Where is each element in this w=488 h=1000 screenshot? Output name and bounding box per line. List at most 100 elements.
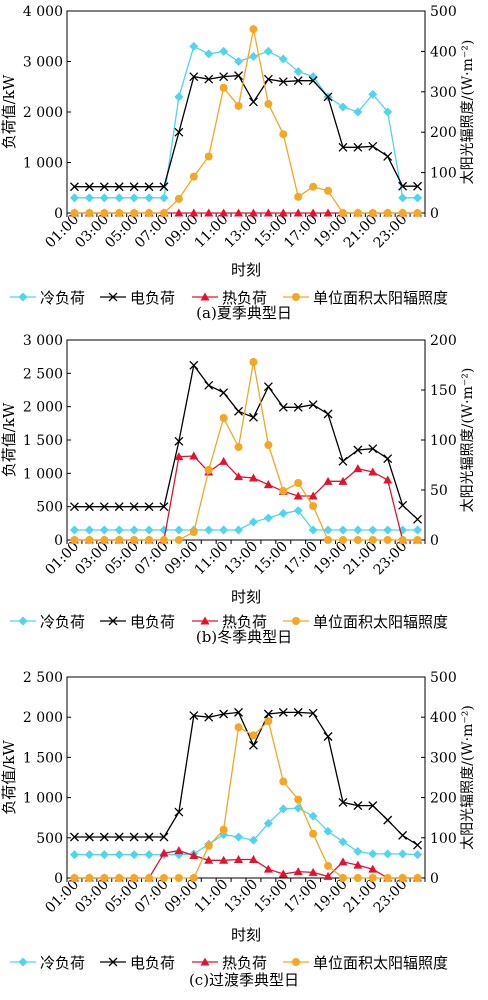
data-point — [248, 412, 258, 422]
data-point — [398, 209, 407, 217]
data-point — [309, 502, 318, 510]
data-point — [204, 49, 214, 59]
series-line — [74, 509, 418, 531]
data-point — [234, 855, 244, 864]
data-point — [219, 456, 229, 465]
data-point — [323, 826, 333, 836]
data-point — [69, 832, 79, 842]
legend-label: 单位面积太阳辐照度 — [313, 613, 448, 631]
data-point — [278, 402, 288, 412]
left-tick-label: 1 000 — [23, 791, 63, 807]
data-point — [234, 723, 243, 732]
chart-panel-2: 0 500 1 000 1 500 2 000 2 500 3 000 0 50 100 150 20… — [0, 333, 476, 646]
data-point — [353, 209, 362, 217]
data-point — [263, 818, 273, 828]
data-point — [383, 454, 393, 464]
data-point — [204, 841, 213, 850]
left-tick-label: 3 000 — [23, 333, 63, 349]
data-point — [413, 525, 423, 535]
data-point — [114, 502, 124, 512]
data-point — [159, 536, 168, 544]
right-tick-label: 0 — [430, 206, 439, 222]
data-point — [353, 445, 363, 455]
data-point — [308, 76, 318, 86]
series-2 — [69, 707, 423, 850]
data-point — [159, 874, 168, 882]
data-point — [294, 192, 303, 201]
legend-label: 热负荷 — [222, 954, 267, 972]
x-tick-label: 23:00 — [371, 877, 411, 917]
data-point — [85, 209, 94, 217]
legend-marker — [292, 958, 300, 966]
data-point — [234, 71, 244, 81]
data-point — [70, 874, 79, 882]
x-tick-label: 23:00 — [371, 212, 411, 252]
data-point — [189, 528, 198, 536]
left-tick-label: 0 — [54, 206, 63, 222]
data-point — [323, 92, 333, 102]
right-tick-label: 300 — [430, 750, 457, 766]
data-point — [338, 456, 348, 466]
right-axis-title: 太阳光辐照度/(W·m⁻²) — [460, 368, 476, 513]
data-point — [84, 182, 94, 192]
data-point — [84, 832, 94, 842]
data-point — [324, 861, 333, 870]
panel-caption: (b)冬季典型日 — [196, 628, 292, 646]
left-tick-label: 1 000 — [23, 156, 63, 172]
data-point — [219, 208, 229, 217]
data-point — [293, 491, 303, 500]
data-point — [159, 832, 169, 842]
data-point — [204, 74, 214, 84]
left-tick-label: 0 — [54, 533, 63, 549]
right-axis-title: 太阳光辐照度/(W·m⁻²) — [460, 40, 476, 185]
data-point — [234, 101, 243, 110]
panel-caption: (a)夏季典型日 — [196, 304, 292, 322]
data-point — [99, 193, 109, 203]
left-tick-label: 4 000 — [23, 4, 63, 20]
data-point — [279, 130, 288, 139]
data-point — [204, 152, 213, 161]
data-point — [189, 72, 199, 82]
data-point — [293, 208, 303, 217]
data-point — [189, 850, 199, 859]
data-point — [85, 874, 94, 882]
chart-panel-3: 0 500 1 000 1 500 2 000 2 500 0 100 200 300 400 500… — [0, 670, 476, 989]
data-point — [383, 874, 392, 882]
data-point — [144, 193, 154, 203]
data-point — [278, 77, 288, 87]
data-point — [84, 850, 94, 860]
left-axis-title: 负荷值/kW — [0, 740, 18, 815]
data-point — [323, 208, 333, 217]
left-tick-label: 500 — [36, 831, 63, 847]
data-point — [368, 801, 378, 811]
data-point — [99, 502, 109, 512]
data-point — [353, 525, 363, 535]
x-axis-title: 时刻 — [231, 926, 261, 944]
data-point — [263, 382, 273, 392]
series-1 — [69, 803, 423, 860]
data-point — [353, 801, 363, 811]
legend-marker — [18, 957, 28, 967]
data-point — [114, 182, 124, 192]
data-point — [174, 874, 183, 882]
legend: 冷负荷 电负荷 热负荷 单位面积太阳辐照度 — [10, 289, 448, 307]
data-point — [398, 193, 408, 203]
data-point — [130, 874, 139, 882]
right-tick-label: 100 — [430, 433, 457, 449]
data-point — [99, 850, 109, 860]
legend-label: 单位面积太阳辐照度 — [313, 954, 448, 972]
data-point — [99, 182, 109, 192]
data-point — [219, 72, 229, 82]
data-point — [129, 182, 139, 192]
data-point — [293, 707, 303, 717]
data-point — [309, 829, 318, 838]
data-point — [308, 708, 318, 718]
data-point — [189, 41, 199, 51]
data-point — [234, 707, 244, 717]
data-point — [398, 830, 408, 840]
right-tick-label: 0 — [430, 871, 439, 887]
data-point — [248, 473, 258, 482]
legend-label: 单位面积太阳辐照度 — [313, 289, 448, 307]
data-point — [159, 182, 169, 192]
